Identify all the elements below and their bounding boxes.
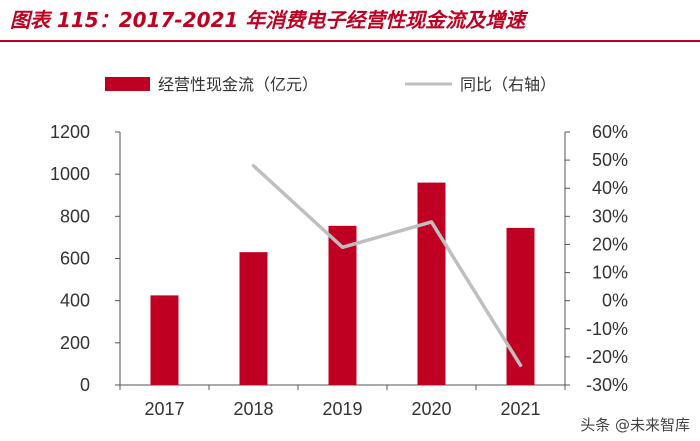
left-tick-label: 1000 — [50, 164, 90, 184]
bar — [239, 252, 268, 385]
left-tick-label: 400 — [60, 291, 90, 311]
left-tick-label: 200 — [60, 333, 90, 353]
right-tick-label: 40% — [592, 178, 628, 198]
right-tick-label: -20% — [586, 347, 628, 367]
chart-title: 图表 115：2017-2021 年消费电子经营性现金流及增速 — [10, 8, 526, 32]
legend-label-line: 同比（右轴） — [460, 75, 556, 94]
line-series — [251, 163, 523, 368]
legend: 经营性现金流（亿元） 同比（右轴） — [105, 75, 556, 94]
right-tick-label: 0% — [602, 291, 628, 311]
bar — [417, 182, 446, 385]
title-underline — [0, 40, 700, 42]
x-tick-label: 2018 — [233, 399, 273, 419]
bar — [150, 295, 179, 385]
left-tick-label: 600 — [60, 249, 90, 269]
bar — [328, 225, 357, 385]
x-tick-label: 2017 — [144, 399, 184, 419]
left-tick-label: 1200 — [50, 122, 90, 142]
x-tick-label: 2020 — [411, 399, 451, 419]
axes: 0 200 400 600 800 1000 1200 -30% -20% -10% 0% 10% 20… — [50, 122, 628, 419]
right-tick-label: 60% — [592, 122, 628, 142]
left-tick-label: 0 — [80, 375, 90, 395]
right-tick-label: -10% — [586, 319, 628, 339]
x-tick-label: 2021 — [500, 399, 540, 419]
watermark: 头条 @未来智库 — [580, 416, 690, 434]
series-line — [251, 163, 523, 368]
bar-series — [150, 182, 535, 385]
right-tick-label: 50% — [592, 150, 628, 170]
right-tick-label: -30% — [586, 375, 628, 395]
right-tick-label: 20% — [592, 234, 628, 254]
legend-label-bar: 经营性现金流（亿元） — [158, 75, 318, 94]
legend-swatch-bar — [105, 77, 150, 91]
left-tick-label: 800 — [60, 206, 90, 226]
right-tick-label: 10% — [592, 263, 628, 283]
x-tick-label: 2019 — [322, 399, 362, 419]
right-tick-label: 30% — [592, 206, 628, 226]
bar — [506, 227, 535, 385]
